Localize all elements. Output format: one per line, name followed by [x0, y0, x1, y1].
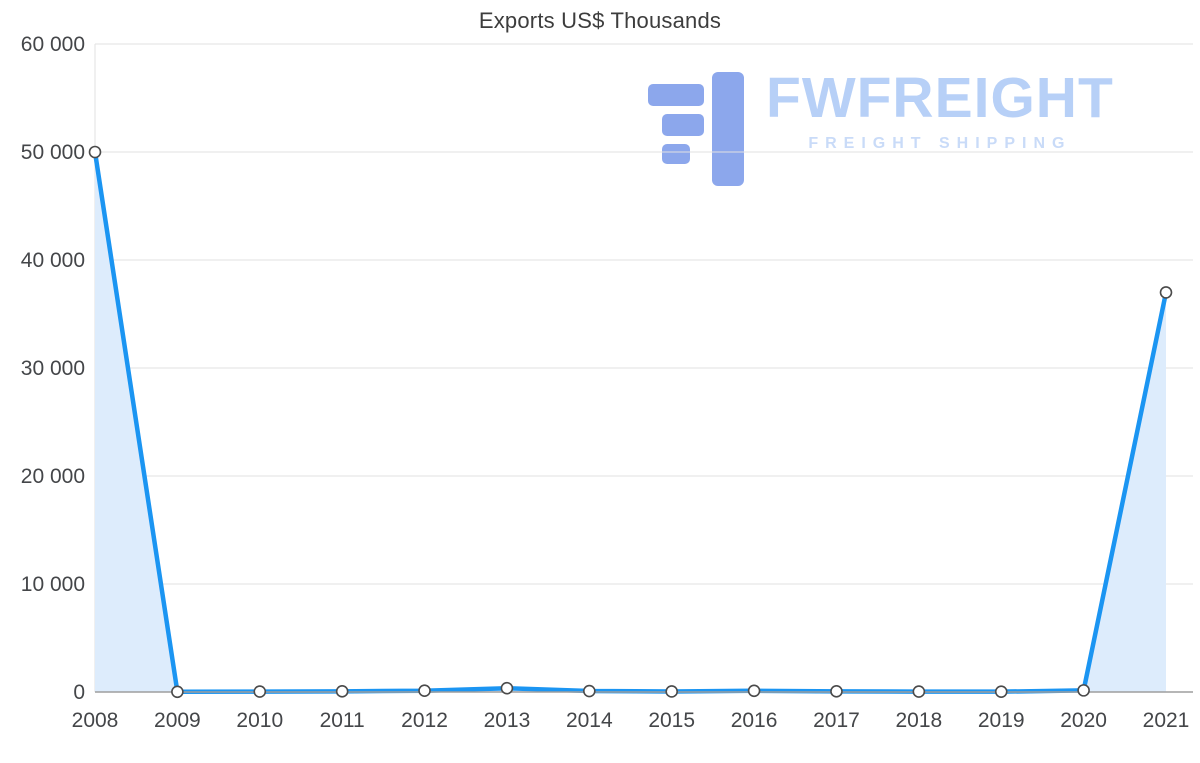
y-tick-label: 50 000	[21, 141, 85, 164]
y-tick-label: 20 000	[21, 465, 85, 488]
chart-title: Exports US$ Thousands	[478, 8, 722, 33]
x-tick-label: 2012	[401, 709, 448, 732]
series-area	[95, 152, 1166, 692]
y-tick-label: 30 000	[21, 357, 85, 380]
data-point-2020[interactable]	[1077, 684, 1090, 697]
y-tick-label: 0	[73, 681, 85, 704]
series-line	[92, 149, 1169, 695]
x-tick-label: 2011	[320, 709, 365, 732]
x-tick-label: 2019	[978, 709, 1025, 732]
data-point-2008[interactable]	[88, 145, 102, 159]
data-point-2010[interactable]	[253, 685, 267, 698]
x-tick-label: 2021	[1143, 709, 1190, 732]
data-point-2015[interactable]	[665, 685, 678, 698]
data-point-2014[interactable]	[583, 684, 596, 698]
x-tick-label: 2014	[566, 709, 613, 732]
x-tick-label: 2020	[1060, 709, 1107, 732]
x-tick-label: 2009	[154, 709, 201, 732]
x-tick-label: 2008	[72, 709, 119, 732]
data-point-2016[interactable]	[747, 684, 761, 698]
x-tick-label: 2018	[895, 709, 942, 732]
x-tick-label: 2016	[731, 709, 778, 732]
data-point-2009[interactable]	[171, 685, 184, 699]
x-tick-label: 2010	[236, 709, 283, 732]
data-point-2021[interactable]	[1159, 286, 1173, 299]
data-point-2018[interactable]	[912, 685, 926, 698]
data-point-2019[interactable]	[994, 685, 1008, 698]
data-point-2012[interactable]	[418, 684, 431, 698]
y-tick-label: 60 000	[21, 33, 85, 56]
y-tick-label: 40 000	[21, 249, 85, 272]
data-point-2013[interactable]	[500, 681, 514, 695]
x-tick-label: 2013	[484, 709, 531, 732]
data-point-2011[interactable]	[335, 685, 349, 698]
x-tick-label: 2015	[648, 709, 695, 732]
x-tick-label: 2017	[813, 709, 860, 732]
data-point-2017[interactable]	[830, 685, 843, 698]
y-tick-label: 10 000	[21, 573, 85, 596]
